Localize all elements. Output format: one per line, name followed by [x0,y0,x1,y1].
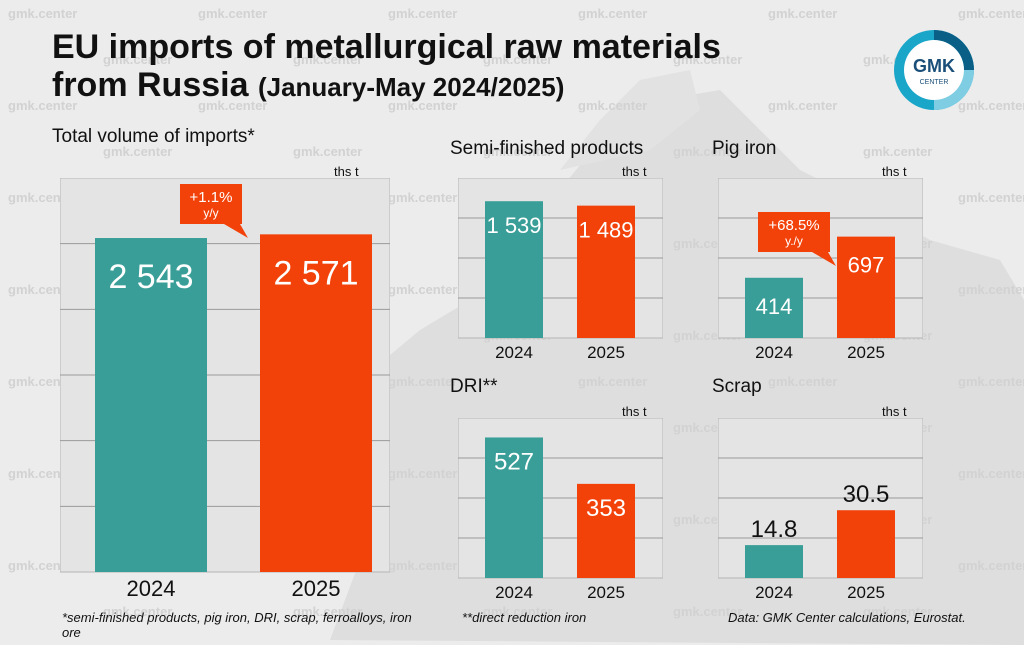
value-label: 527 [494,448,534,475]
category-label: 2024 [127,576,176,601]
watermark-text: gmk.center [673,144,742,159]
watermark-text: gmk.center [578,374,647,389]
value-label: 2 543 [108,258,193,296]
watermark-text: gmk.center [958,282,1024,297]
watermark-text: gmk.center [768,374,837,389]
bar-2025 [577,205,635,338]
watermark-text: gmk.center [8,98,77,113]
watermark-text: gmk.center [388,98,457,113]
category-label: 2025 [292,576,341,601]
value-label: 2 571 [273,254,358,292]
title-line-2: from Russia [52,66,249,104]
watermark-text: gmk.center [293,604,362,619]
watermark-text: gmk.center [293,144,362,159]
semi-chart-unit: ths t [622,164,647,179]
watermark-text: gmk.center [863,604,932,619]
logo-text-main: GMK [913,56,955,76]
value-label: 697 [848,253,885,278]
value-label: 353 [586,495,626,522]
bar-2024 [745,277,803,338]
watermark-text: gmk.center [673,52,742,67]
watermark-text: gmk.center [293,52,362,67]
watermark-text: gmk.center [483,144,552,159]
bar-2024 [485,201,543,338]
pig-iron-chart: 414 2024 697 2025 +68.5%y./y [718,178,923,362]
bar-2025 [837,510,895,578]
page-title: EU imports of metallurgical raw material… [52,28,832,106]
watermark-text: gmk.center [388,6,457,21]
total-chart-title: Total volume of imports* [52,126,255,147]
callout-percent: +1.1% [190,189,233,206]
category-label: 2024 [495,583,533,602]
logo-text-sub: CENTER [920,79,949,86]
dri-chart: 527 2024 353 2025 [458,418,663,602]
title-line-1: EU imports of metallurgical raw material… [52,28,721,66]
watermark-text: gmk.center [198,6,267,21]
watermark-text: gmk.center [388,466,457,481]
scrap-chart: 14.8 2024 30.5 2025 [718,418,923,602]
watermark-text: gmk.center [958,6,1024,21]
scrap-chart-title: Scrap [712,376,762,397]
watermark-text: gmk.center [958,374,1024,389]
watermark-text: gmk.center [483,52,552,67]
growth-callout: +1.1%y/y [180,184,248,238]
watermark-text: gmk.center [958,558,1024,573]
subtitle: (January-May 2024/2025) [257,72,565,102]
semi-finished-chart: 1 539 2024 1 489 2025 [458,178,663,362]
watermark-text: gmk.center [8,6,77,21]
category-label: 2024 [755,343,793,362]
value-label: 1 489 [578,218,633,243]
value-label: 1 539 [486,213,541,238]
watermark-text: gmk.center [673,604,742,619]
watermark-text: gmk.center [388,374,457,389]
bar-2024 [95,238,207,572]
watermark-text: gmk.center [103,144,172,159]
footnote-total: *semi-finished products, pig iron, DRI, … [62,610,412,640]
bar-2024 [745,545,803,578]
watermark-text: gmk.center [483,604,552,619]
category-label: 2025 [587,583,625,602]
pig-chart-title: Pig iron [712,138,777,159]
semi-chart-title: Semi-finished products [450,138,644,159]
footnote-dri: **direct reduction iron [462,610,587,625]
watermark-text: gmk.center [578,6,647,21]
watermark-text: gmk.center [103,52,172,67]
watermark-text: gmk.center [958,190,1024,205]
bar-2025 [837,236,895,338]
callout-percent: +68.5% [768,217,819,234]
watermark-text: gmk.center [103,604,172,619]
category-label: 2024 [495,343,533,362]
pig-chart-unit: ths t [882,164,907,179]
bar-2025 [577,483,635,578]
total-chart-unit: ths t [334,164,359,179]
callout-period: y./y [785,234,803,248]
scrap-chart-unit: ths t [882,404,907,419]
growth-callout: +68.5%y./y [758,212,836,266]
watermark-text: gmk.center [388,558,457,573]
footnote-source: Data: GMK Center calculations, Eurostat. [728,610,966,625]
watermark-text: gmk.center [388,282,457,297]
watermark-text: gmk.center [198,98,267,113]
category-label: 2025 [587,343,625,362]
watermark-text: gmk.center [863,144,932,159]
bar-2025 [260,234,372,573]
watermark-text: gmk.center [958,98,1024,113]
value-label: 14.8 [751,516,798,543]
category-label: 2025 [847,583,885,602]
watermark-text: gmk.center [768,98,837,113]
bar-2024 [485,437,543,578]
callout-period: y/y [203,206,218,220]
category-label: 2025 [847,343,885,362]
total-imports-chart: 2 543 2024 2 571 2025 +1.1%y/y [60,178,390,601]
dri-chart-title: DRI** [450,376,498,397]
gmk-center-logo: GMK CENTER [894,30,974,110]
value-label: 30.5 [843,481,890,508]
category-label: 2024 [755,583,793,602]
watermark-text: gmk.center [578,98,647,113]
watermark-text: gmk.center [768,6,837,21]
dri-chart-unit: ths t [622,404,647,419]
value-label: 414 [756,294,793,319]
watermark-text: gmk.center [388,190,457,205]
watermark-text: gmk.center [958,466,1024,481]
